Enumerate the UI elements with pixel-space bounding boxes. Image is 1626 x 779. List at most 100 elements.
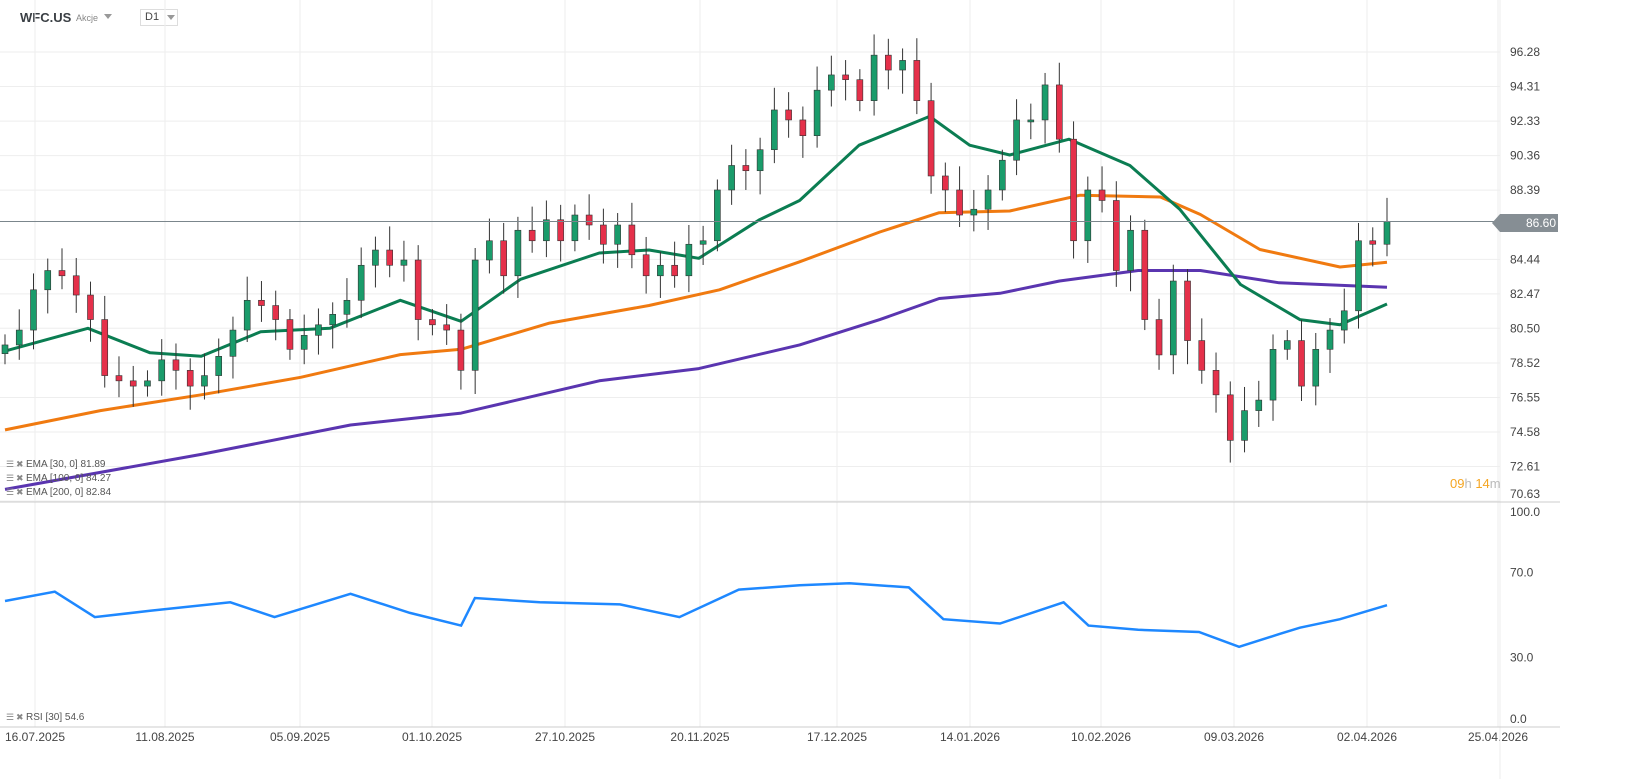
y-tick-label: 70.63 [1510,487,1540,501]
candle-up [999,159,1006,191]
ema100-line [4,193,1388,432]
candle-down [186,370,194,387]
candle-down [557,219,564,242]
candle-up [899,60,906,71]
candle-down [927,100,935,177]
candle-down [1155,319,1163,356]
y-tick-label: 74.58 [1510,425,1540,439]
candle-up [1,344,9,354]
candle-down [58,270,66,277]
close-icon[interactable]: ✖ [16,473,24,483]
candle-up [144,380,151,387]
candle-down [286,319,294,350]
candle-down [1141,229,1149,320]
timeframe-select[interactable]: D1 [140,9,178,26]
candle-down [956,189,963,216]
close-icon[interactable]: ✖ [16,712,24,722]
legend-label: EMA [30, 0] 81.89 [26,459,106,470]
candle-down [585,214,593,226]
candle-up [1269,349,1277,401]
candle-countdown: 09h 14m [1450,476,1501,491]
candle-down [386,249,393,266]
legend-label: EMA [200, 0] 82.84 [26,487,112,498]
legend-label: RSI [30] 54.6 [26,712,85,723]
candle-up [1041,84,1049,121]
legend-ema30[interactable]: ☰ ✖ EMA [30, 0] 81.89 [6,458,106,471]
close-icon[interactable]: ✖ [16,459,24,469]
legend-ema200[interactable]: ☰ ✖ EMA [200, 0] 82.84 [6,486,111,499]
x-tick-label: 11.08.2025 [135,730,194,744]
candle-down [87,294,94,320]
chevron-down-icon[interactable] [104,14,112,19]
candle-up [215,356,223,376]
candle-down [72,275,80,296]
candle-down [942,175,949,191]
x-tick-label: 17.12.2025 [807,730,867,744]
settings-icon[interactable]: ☰ [6,712,15,722]
candle-up [315,324,322,336]
candle-down [258,299,265,306]
candle-up [243,299,251,331]
candle-up [15,329,23,346]
candle-up [343,299,351,315]
candle-down [272,305,280,320]
candle-up [1312,349,1320,387]
candle-down [1369,240,1377,245]
candle-down [1070,138,1077,242]
ema200-line [4,269,1388,491]
candle-up [1383,221,1391,245]
settings-icon[interactable]: ☰ [6,459,15,469]
candle-down [528,229,536,242]
candle-up [828,74,835,91]
candle-down [172,359,180,371]
legend-ema100[interactable]: ☰ ✖ EMA [100, 0] 84.27 [6,472,111,485]
y-tick-label: 78.52 [1510,356,1540,370]
candle-up [728,165,735,191]
y-tick-label: 80.50 [1510,321,1540,335]
y-tick-label: 84.44 [1510,252,1540,266]
candle-up [1084,189,1092,242]
candle-up [229,329,237,357]
settings-icon[interactable]: ☰ [6,487,15,497]
y-tick-label: 92.33 [1510,114,1540,128]
candle-up [1127,229,1134,271]
candle-up [158,359,166,382]
instrument-type[interactable]: Akcje [76,13,99,23]
timeframe-value: D1 [145,11,160,23]
candle-down [1112,200,1120,271]
candle-up [543,219,550,242]
x-tick-label: 09.03.2026 [1204,730,1264,744]
y-tick-label: 72.61 [1510,459,1540,473]
candle-up [201,375,208,387]
candle-down [642,254,650,277]
candle-down [1212,370,1220,396]
close-icon[interactable]: ✖ [16,487,24,497]
candle-up [756,149,764,172]
candle-down [785,109,792,121]
x-tick-label: 02.04.2026 [1337,730,1397,744]
settings-icon[interactable]: ☰ [6,473,15,483]
candle-down [1226,394,1234,441]
y-tick-label: 96.28 [1510,45,1540,59]
candle-up [870,54,878,101]
ema30-line [4,114,1388,358]
candle-down [799,119,807,136]
x-tick-label: 14.01.2026 [940,730,1000,744]
rsi-line [4,581,1388,649]
legend-rsi[interactable]: ☰ ✖ RSI [30] 54.6 [6,711,84,724]
candle-down [842,74,849,80]
x-tick-label: 20.11.2025 [670,730,729,744]
candle-down [671,264,678,277]
candle-down [115,375,123,382]
candle-up [970,208,978,216]
chart-header: WFC.US Akcje D1 [0,0,1626,30]
candle-up [471,259,479,371]
candle-up [714,189,721,242]
rsi-tick-label: 30.0 [1510,650,1534,664]
candle-up [771,109,778,151]
candle-up [400,259,408,266]
candle-up [1283,340,1291,350]
candle-up [1013,119,1020,161]
x-tick-label: 27.10.2025 [535,730,595,744]
